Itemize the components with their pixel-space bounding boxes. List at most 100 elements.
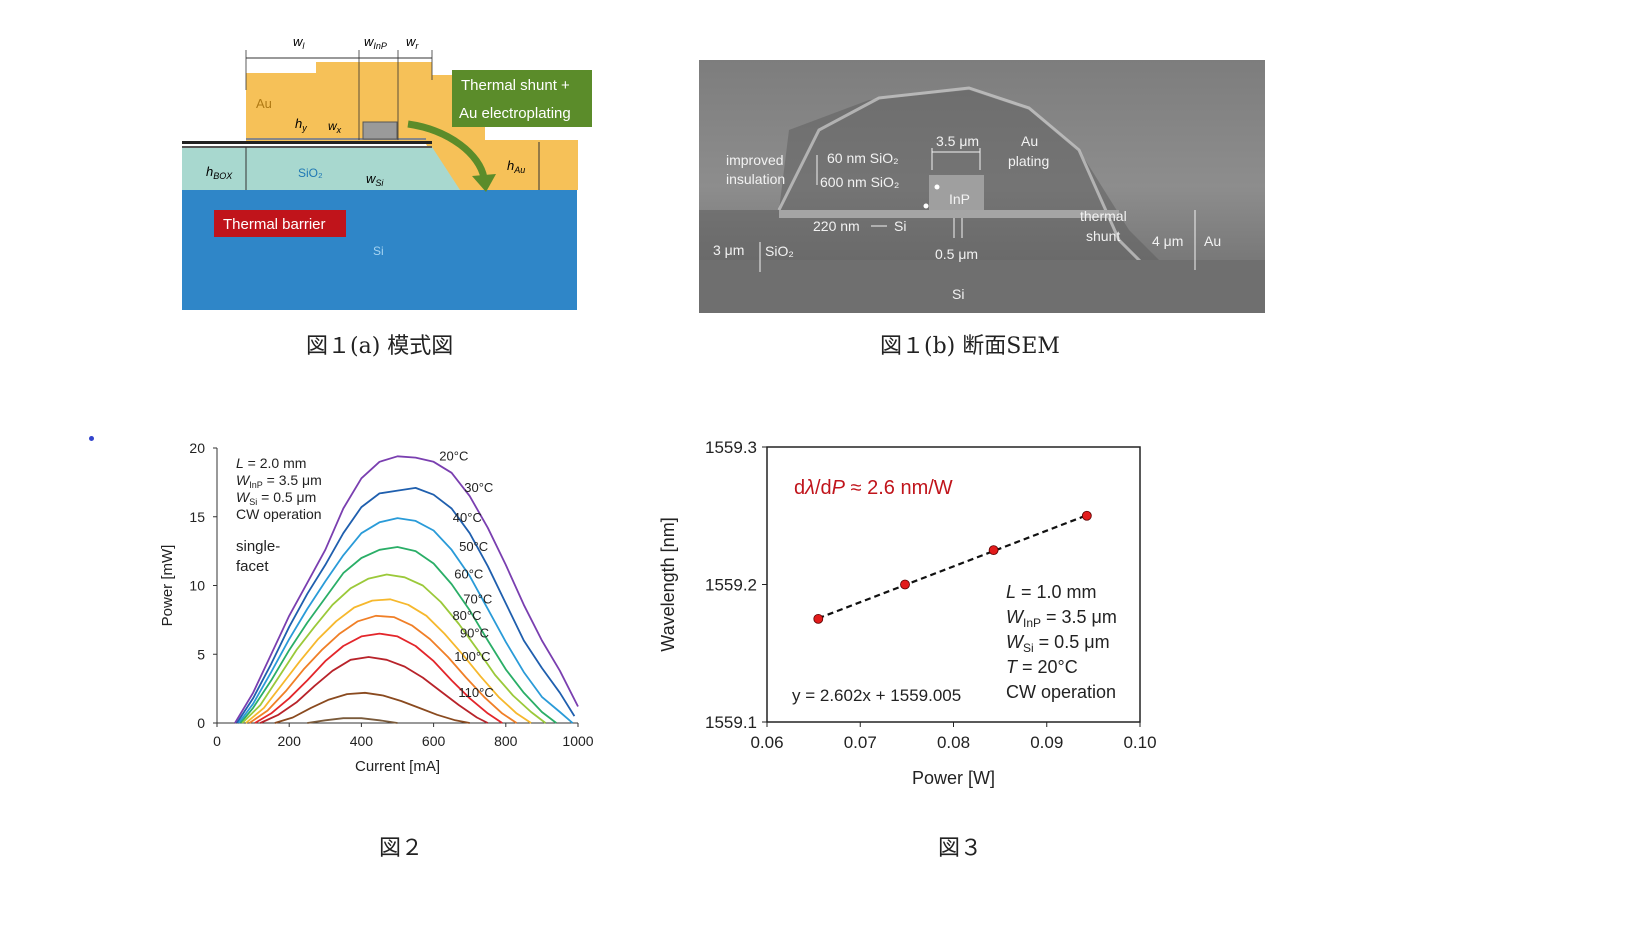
svg-text:shunt: shunt bbox=[1086, 228, 1120, 244]
fig2-series-label: 100°C bbox=[454, 649, 490, 664]
fig2-caption: 図２ bbox=[379, 836, 424, 861]
fig3-info-wsi: WSi = 0.5 μm bbox=[1006, 632, 1110, 655]
bullet-dot bbox=[89, 436, 94, 441]
fig2-facet: facet bbox=[236, 558, 269, 575]
fig2-y-tick-label: 20 bbox=[189, 440, 205, 456]
sio2-layer bbox=[182, 147, 460, 190]
fig2-info-winp: WInP = 3.5 μm bbox=[236, 472, 322, 490]
label-hy: hy bbox=[295, 116, 307, 133]
fig2-series-label: 50°C bbox=[459, 539, 488, 554]
fig1a-schematic: wl wInP wr Au hy wx hBOX SiO₂ wSi hAu Th… bbox=[182, 34, 592, 310]
fig3-chart: 0.06 0.07 0.08 0.09 0.10 1559.1 1559.2 1559.3 Po… bbox=[658, 438, 1157, 788]
fig2-y-tick-label: 10 bbox=[189, 578, 205, 594]
svg-text:220 nm: 220 nm bbox=[813, 218, 860, 234]
label-hau: hAu bbox=[507, 158, 525, 175]
fig2-x-tick-label: 600 bbox=[422, 733, 446, 749]
fig2-x-tick-label: 200 bbox=[278, 733, 302, 749]
fig2-series-label: 60°C bbox=[454, 567, 483, 582]
fig2-info-cw: CW operation bbox=[236, 506, 322, 522]
svg-text:Au: Au bbox=[1021, 133, 1038, 149]
fig2-y-label: Power [mW] bbox=[159, 545, 176, 627]
fig2-series-line bbox=[259, 656, 489, 724]
svg-text:4 μm: 4 μm bbox=[1152, 233, 1183, 249]
fig2-series-line bbox=[254, 632, 503, 724]
fig2-y-tick-label: 0 bbox=[197, 715, 205, 731]
svg-text:Au electroplating: Au electroplating bbox=[459, 105, 571, 122]
svg-text:plating: plating bbox=[1008, 153, 1049, 169]
fig3-data-point bbox=[900, 579, 910, 590]
fig3-info-l: L = 1.0 mm bbox=[1006, 582, 1097, 602]
fig2-x-tick-label: 400 bbox=[350, 733, 374, 749]
svg-text:insulation: insulation bbox=[726, 171, 785, 187]
sio2-label: SiO₂ bbox=[298, 166, 323, 180]
fig2-chart: 0 200 400 600 800 1000 0 5 10 15 20 Current [mA] Pow… bbox=[159, 440, 594, 775]
svg-text:Si: Si bbox=[952, 286, 964, 302]
svg-text:Au: Au bbox=[1204, 233, 1221, 249]
svg-text:0.5 μm: 0.5 μm bbox=[935, 246, 978, 262]
fig2-series-line bbox=[241, 573, 547, 724]
fig2-x-label: Current [mA] bbox=[355, 758, 440, 775]
fig3-x-tick-label: 0.07 bbox=[844, 733, 877, 752]
fig2-series-line bbox=[274, 691, 470, 724]
fig3-data-point bbox=[813, 613, 824, 624]
fig3-x-tick-label: 0.09 bbox=[1030, 733, 1063, 752]
fig1a-caption: 図１(a) 模式図 bbox=[306, 334, 454, 359]
fig3-caption: 図３ bbox=[938, 836, 983, 861]
fig3-x-tick-label: 0.10 bbox=[1123, 733, 1156, 752]
fig3-data-point bbox=[988, 545, 999, 556]
svg-text:SiO₂: SiO₂ bbox=[765, 243, 794, 259]
fig2-x-tick-label: 800 bbox=[494, 733, 518, 749]
fig1b-sem: improved insulation 60 nm SiO₂ 600 nm Si… bbox=[699, 60, 1265, 313]
fig2-series-line bbox=[234, 455, 579, 724]
svg-text:3 μm: 3 μm bbox=[713, 242, 744, 258]
inp-ridge bbox=[362, 121, 398, 140]
fig2-series-label: 30°C bbox=[464, 480, 493, 495]
svg-text:InP: InP bbox=[949, 191, 970, 207]
fig2-single: single- bbox=[236, 538, 280, 555]
label-winp: wInP bbox=[364, 34, 387, 51]
svg-text:Si: Si bbox=[894, 218, 906, 234]
fig3-info-winp: WInP = 3.5 μm bbox=[1006, 607, 1117, 630]
fig2-series-line bbox=[236, 487, 576, 724]
heat-flow-arrow bbox=[407, 120, 488, 179]
fig2-series-label: 20°C bbox=[439, 448, 468, 463]
fig2-series-label: 40°C bbox=[453, 510, 482, 525]
label-hbox: hBOX bbox=[206, 164, 233, 181]
fig3-y-tick-label: 1559.1 bbox=[705, 713, 757, 732]
fig2-series-line bbox=[307, 717, 398, 724]
svg-text:improved: improved bbox=[726, 152, 784, 168]
fig3-info-t: T = 20°C bbox=[1006, 657, 1078, 677]
fig2-y-tick-label: 15 bbox=[189, 509, 205, 525]
fig3-y-tick-label: 1559.2 bbox=[705, 576, 757, 595]
fig2-series-label: 90°C bbox=[460, 626, 489, 641]
fig2-series-line bbox=[239, 546, 557, 724]
svg-text:Thermal shunt +: Thermal shunt + bbox=[461, 77, 570, 94]
svg-text:60 nm SiO₂: 60 nm SiO₂ bbox=[827, 150, 899, 166]
fig3-data-point bbox=[1081, 510, 1092, 521]
svg-text:thermal: thermal bbox=[1080, 208, 1127, 224]
fig3-info-cw: CW operation bbox=[1006, 682, 1116, 702]
label-wr: wr bbox=[406, 34, 419, 51]
fig2-y-tick-label: 5 bbox=[197, 646, 205, 662]
fig3-equation: y = 2.602x + 1559.005 bbox=[792, 686, 961, 705]
label-wx: wx bbox=[328, 119, 342, 135]
si-layer-line bbox=[182, 141, 432, 144]
fig3-fit-line bbox=[817, 514, 1088, 620]
fig3-x-tick-label: 0.08 bbox=[937, 733, 970, 752]
au-label: Au bbox=[256, 96, 272, 111]
fig2-info-l: L = 2.0 mm bbox=[236, 455, 306, 471]
fig3-y-label: Wavelength [nm] bbox=[658, 517, 678, 651]
fig2-series-line bbox=[248, 614, 518, 724]
fig2-x-tick-label: 0 bbox=[213, 733, 221, 749]
fig2-info-wsi: WSi = 0.5 μm bbox=[236, 489, 316, 507]
fig2-series-label: 70°C bbox=[463, 591, 492, 606]
label-wsi: wSi bbox=[366, 171, 384, 188]
svg-text:600 nm SiO₂: 600 nm SiO₂ bbox=[820, 174, 899, 190]
fig3-x-tick-label: 0.06 bbox=[750, 733, 783, 752]
svg-text:3.5 μm: 3.5 μm bbox=[936, 133, 979, 149]
svg-text:Thermal barrier: Thermal barrier bbox=[223, 216, 326, 233]
fig3-y-tick-label: 1559.3 bbox=[705, 438, 757, 457]
thermal-barrier-box bbox=[214, 210, 346, 237]
fig3-slope-annotation: dλ/dP ≈ 2.6 nm/W bbox=[794, 477, 953, 499]
fig2-series-line bbox=[245, 598, 532, 724]
